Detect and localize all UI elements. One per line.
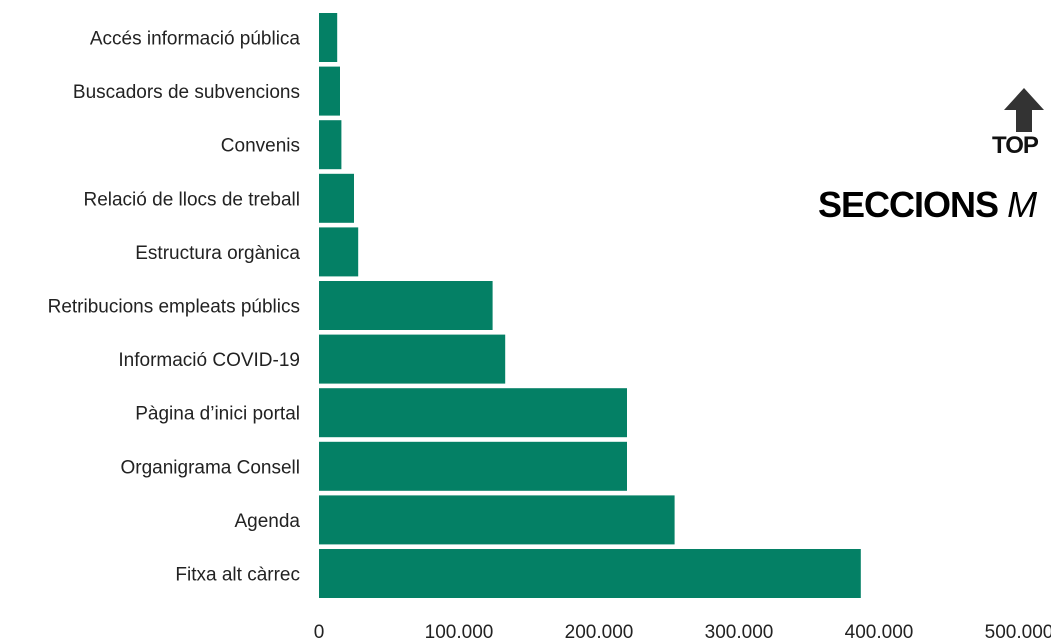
sections-heading-italic: M <box>1007 184 1037 225</box>
x-tick-label-2: 200.000 <box>565 622 634 640</box>
bar-6 <box>319 334 506 384</box>
category-label-6: Informació COVID-19 <box>118 350 300 371</box>
category-label-8: Organigrama Consell <box>120 457 300 478</box>
x-tick-label-0: 0 <box>314 622 325 640</box>
category-label-3: Relació de llocs de treball <box>83 189 300 210</box>
category-label-4: Estructura orgànica <box>135 243 300 264</box>
bar-0 <box>319 13 338 62</box>
bar-8 <box>319 441 627 491</box>
category-labels: Accés informació pública Buscadors de sub… <box>48 29 301 586</box>
x-tick-label-1: 100.000 <box>425 622 494 640</box>
x-tick-label-4: 400.000 <box>845 622 914 640</box>
category-label-2: Convenis <box>221 136 300 157</box>
top-label: TOP <box>992 132 1039 159</box>
sections-heading: SECCIONS M <box>818 184 1037 226</box>
bar-3 <box>319 173 354 223</box>
category-label-9: Agenda <box>234 511 300 532</box>
tick-labels: 0 100.000 200.000 300.000 400.000 500.000 <box>314 622 1051 640</box>
bar-9 <box>319 495 675 545</box>
x-tick-label-3: 300.000 <box>705 622 774 640</box>
bar-2 <box>319 120 342 170</box>
arrow-up-icon <box>1004 88 1044 132</box>
category-label-10: Fitxa alt càrrec <box>175 565 300 586</box>
category-label-1: Buscadors de subvencions <box>73 82 300 103</box>
category-label-5: Retribucions empleats públics <box>48 297 300 318</box>
x-tick-label-5: 500.000 <box>985 622 1051 640</box>
bar-4 <box>319 227 359 277</box>
bar-5 <box>319 281 493 330</box>
sections-heading-bold: SECCIONS <box>818 184 999 225</box>
bar-10 <box>319 549 861 598</box>
category-label-7: Pàgina d’inici portal <box>135 404 300 425</box>
bar-7 <box>319 388 627 438</box>
bars-group <box>319 13 861 598</box>
category-label-0: Accés informació pública <box>90 29 301 50</box>
bar-1 <box>319 66 340 116</box>
